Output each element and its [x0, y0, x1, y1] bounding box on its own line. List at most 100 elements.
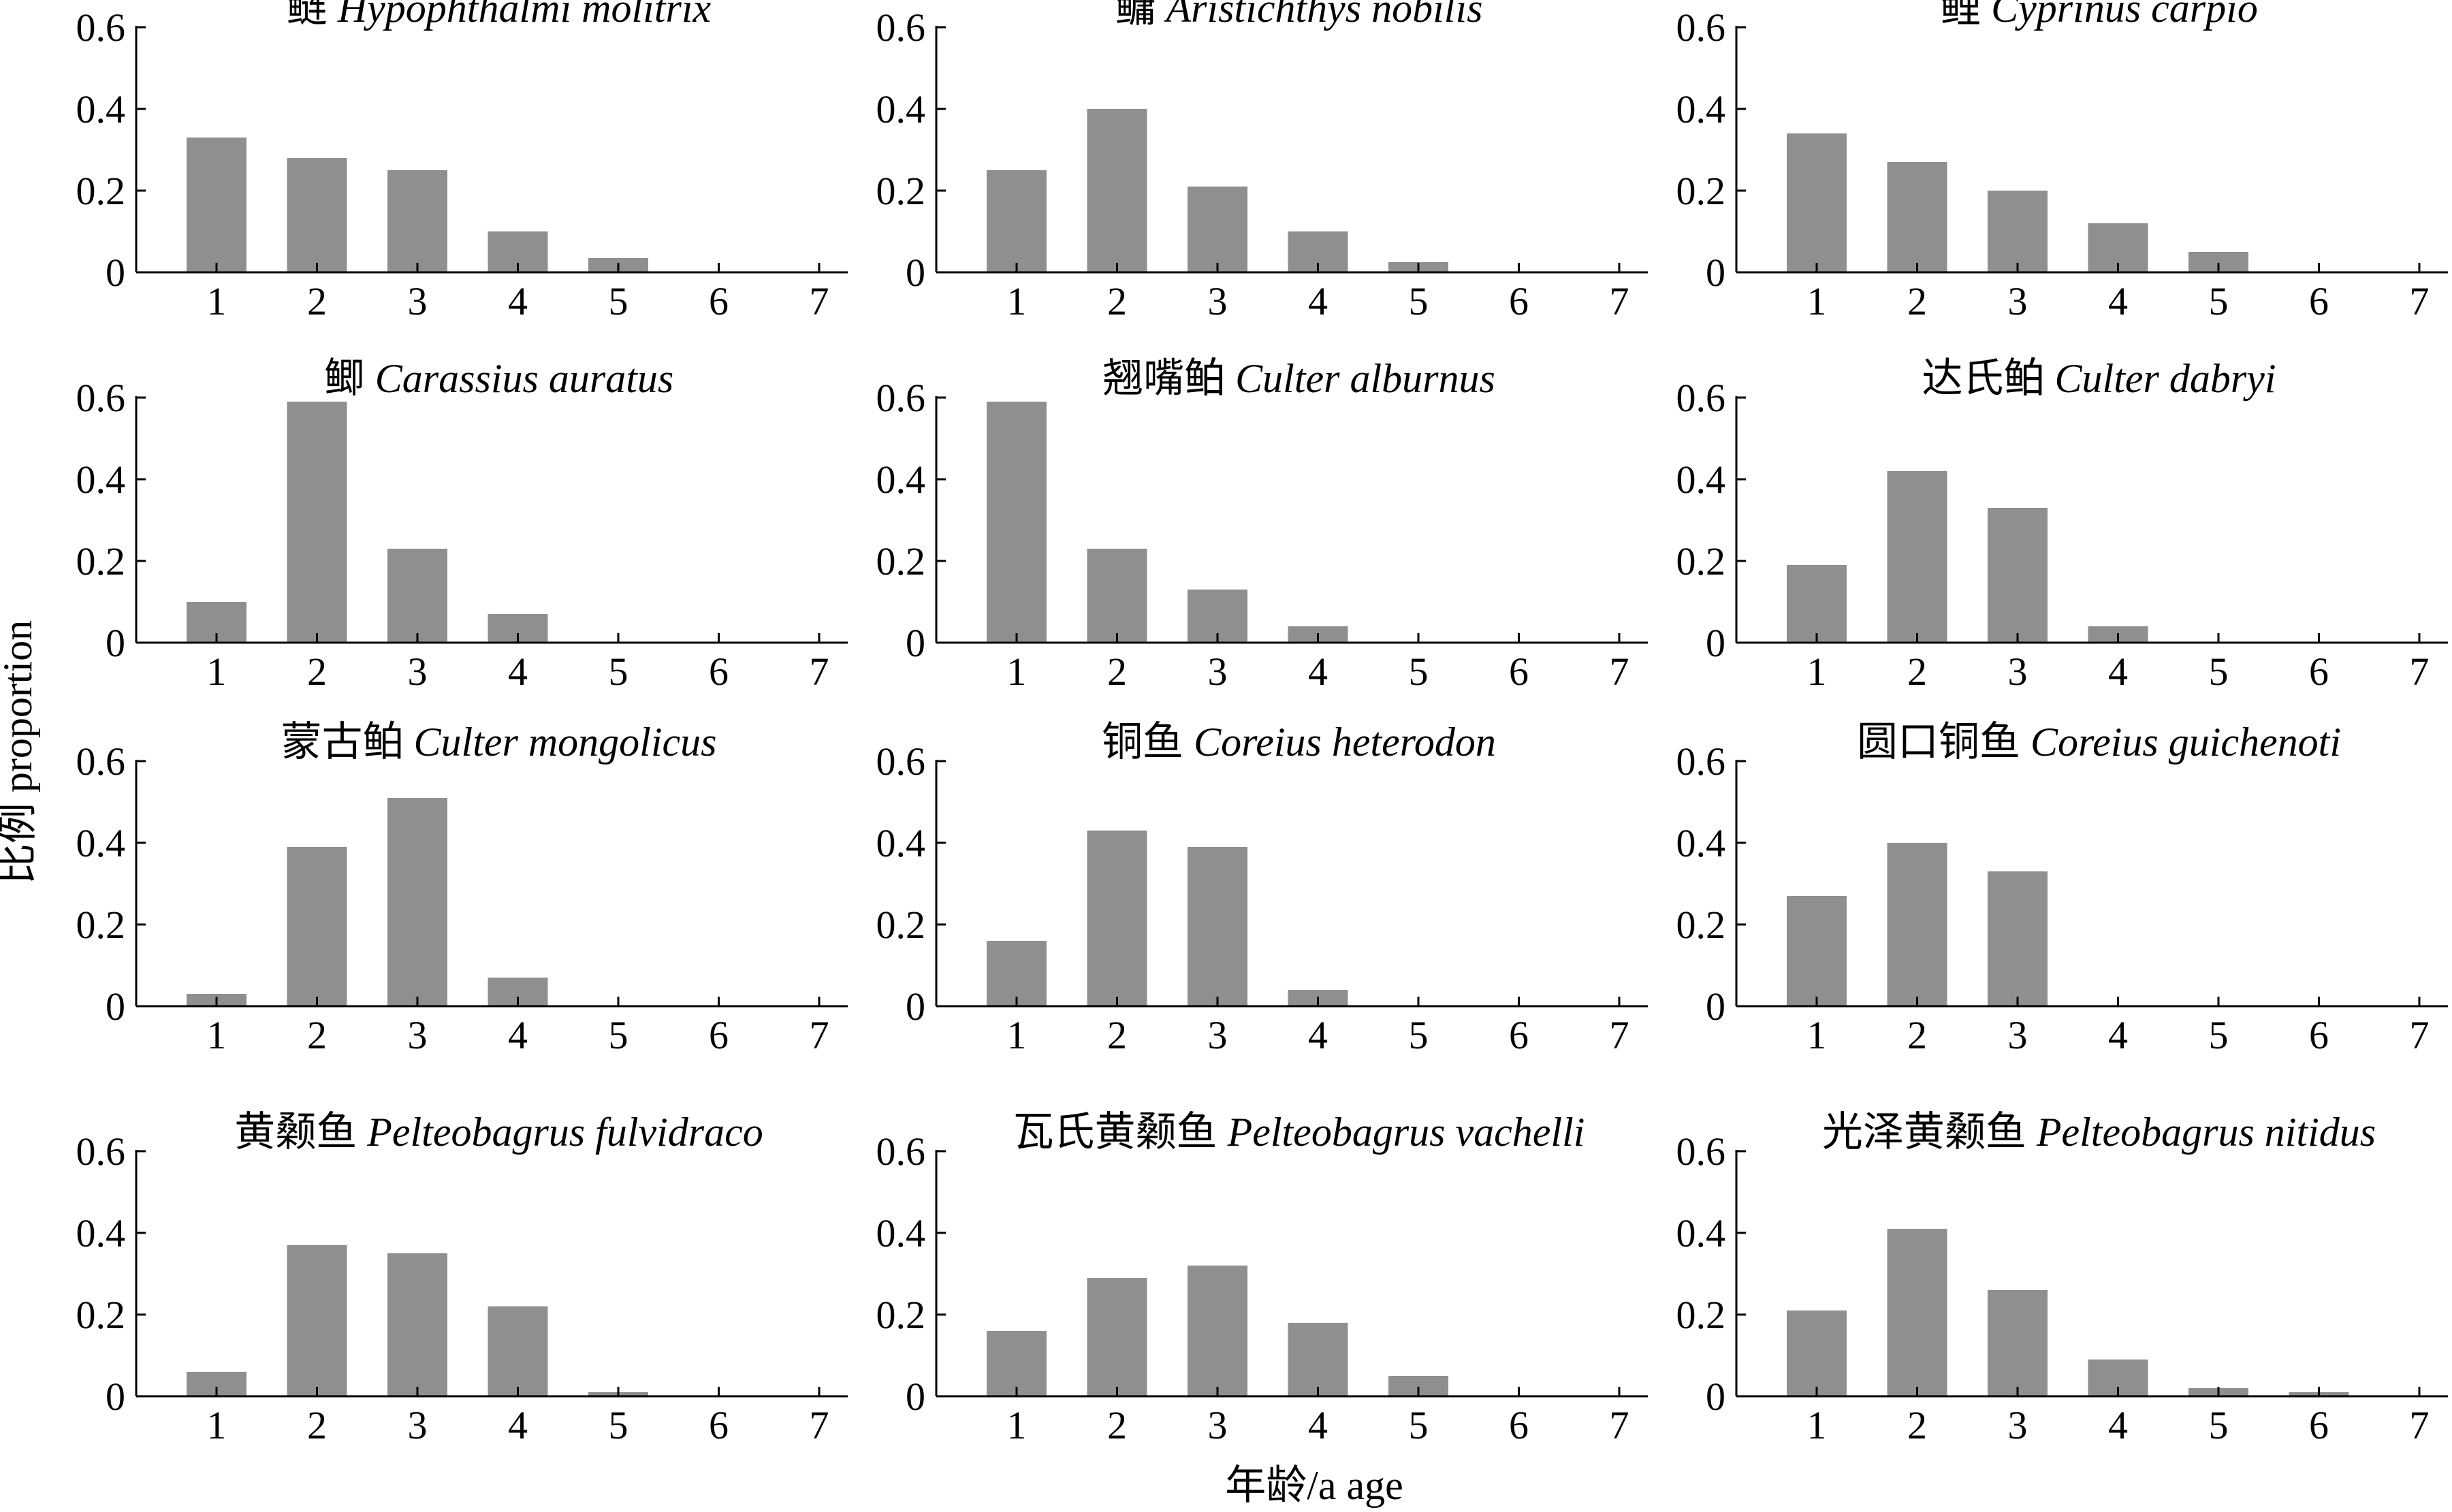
x-tick-label: 2 [1907, 1013, 1927, 1057]
panel-title-latin: Coreius heterodon [1194, 720, 1496, 765]
panel-title-latin: Coreius guichenoti [2031, 720, 2341, 765]
y-tick-label: 0.6 [1676, 376, 1726, 420]
bar-age-1 [1787, 1310, 1847, 1396]
panel-title: 翘嘴鲌 Culter alburnus [1102, 356, 1495, 401]
x-tick-label: 5 [2209, 1403, 2229, 1447]
panel-title-cn: 达氏鲌 [1922, 356, 2055, 401]
y-tick-label: 0.2 [876, 1293, 926, 1337]
x-tick-label: 4 [1308, 1403, 1328, 1447]
y-tick-label: 0 [1706, 251, 1725, 295]
panel-title-latin: Carassius auratus [375, 356, 673, 401]
bar-age-3 [1988, 1290, 2048, 1396]
x-tick-label: 6 [709, 649, 729, 694]
x-tick-label: 4 [1308, 279, 1328, 323]
x-tick-label: 6 [2309, 1403, 2329, 1447]
x-tick-label: 1 [207, 1013, 227, 1057]
x-tick-label: 2 [1107, 1013, 1127, 1057]
y-tick-label: 0.2 [876, 903, 926, 947]
x-tick-label: 3 [2008, 649, 2028, 694]
y-tick-label: 0.2 [76, 1293, 126, 1337]
panel-title: 鲤 Cyprinus carpio [1940, 0, 2258, 31]
x-tick-label: 7 [2410, 279, 2430, 323]
bar-age-1 [1787, 565, 1847, 643]
x-tick-label: 1 [1007, 649, 1027, 694]
x-tick-label: 3 [408, 279, 428, 323]
panel-title: 黄颡鱼 Pelteobagrus fulvidraco [234, 1110, 763, 1155]
x-tick-label: 6 [709, 279, 729, 323]
y-tick-label: 0 [106, 984, 125, 1029]
panel-title-latin: Pelteobagrus nitidus [2036, 1110, 2376, 1155]
chart-panel-9: 圆口铜鱼 Coreius guichenoti 0 0.2 0.4 0.6 1 2 3 4 5 6 7 [1676, 720, 2448, 1057]
panel-title-latin: Culter alburnus [1235, 356, 1495, 401]
x-tick-label: 6 [2309, 279, 2329, 323]
x-tick-label: 3 [408, 1403, 428, 1447]
x-tick-label: 1 [1807, 649, 1827, 694]
y-tick-label: 0.4 [1676, 1211, 1726, 1255]
panel-title-cn: 光泽黄颡鱼 [1822, 1110, 2037, 1155]
bar-age-1 [987, 1331, 1047, 1396]
x-tick-label: 7 [1610, 279, 1629, 323]
panel-title-cn: 鳙 [1115, 0, 1166, 31]
panel-title: 蒙古鲌 Culter mongolicus [281, 720, 717, 765]
panel-title: 光泽黄颡鱼 Pelteobagrus nitidus [1822, 1110, 2376, 1155]
y-tick-label: 0.4 [876, 1211, 926, 1255]
y-tick-label: 0.4 [76, 87, 126, 131]
bar-age-2 [1887, 162, 1947, 272]
x-tick-label: 6 [1509, 1403, 1529, 1447]
x-tick-label: 3 [2008, 279, 2028, 323]
panel-title-latin: Pelteobagrus vachelli [1227, 1110, 1585, 1155]
panel-title: 圆口铜鱼 Coreius guichenoti [1857, 720, 2341, 765]
panel-title: 铜鱼 Coreius heterodon [1102, 720, 1496, 765]
x-tick-label: 6 [709, 1403, 729, 1447]
y-tick-label: 0.6 [1676, 739, 1726, 784]
x-tick-label: 5 [1409, 279, 1429, 323]
x-tick-label: 4 [2108, 649, 2128, 694]
x-tick-label: 1 [1807, 279, 1827, 323]
chart-panel-12: 光泽黄颡鱼 Pelteobagrus nitidus 0 0.2 0.4 0.6 1 2 3 4… [1676, 1110, 2448, 1447]
x-tick-label: 3 [1208, 279, 1228, 323]
bar-age-3 [387, 549, 447, 643]
x-tick-label: 7 [810, 1013, 829, 1057]
x-tick-label: 7 [1610, 1403, 1629, 1447]
panel-title-cn: 鲢 [287, 0, 338, 31]
x-tick-label: 2 [1907, 649, 1927, 694]
panel-grid: 鲢 Hypophthalmi molitrix 0 0.2 0.4 0.6 1 2 3 4 5 6 7… [76, 0, 2448, 1447]
x-tick-label: 5 [2209, 649, 2229, 694]
bar-age-3 [1988, 191, 2048, 272]
y-tick-label: 0.2 [876, 539, 926, 583]
x-tick-label: 4 [508, 1013, 528, 1057]
y-tick-label: 0.6 [876, 1129, 926, 1174]
x-tick-label: 4 [2108, 1403, 2128, 1447]
bar-age-3 [387, 170, 447, 272]
x-tick-label: 7 [810, 279, 829, 323]
x-tick-label: 6 [2309, 649, 2329, 694]
bar-age-2 [1887, 1229, 1947, 1396]
x-tick-label: 5 [609, 279, 628, 323]
panel-title-latin: Pelteobagrus fulvidraco [366, 1110, 763, 1155]
x-tick-label: 3 [408, 649, 428, 694]
bar-age-2 [1887, 843, 1947, 1006]
x-tick-label: 4 [508, 649, 528, 694]
x-tick-label: 1 [1007, 1403, 1027, 1447]
x-tick-label: 5 [1409, 1013, 1429, 1057]
y-tick-label: 0.4 [76, 821, 126, 865]
x-tick-label: 3 [1208, 649, 1228, 694]
y-tick-label: 0 [1706, 621, 1725, 665]
y-tick-label: 0.6 [1676, 1129, 1726, 1174]
x-tick-label: 2 [307, 279, 327, 323]
bar-age-2 [287, 1245, 347, 1396]
chart-panel-11: 瓦氏黄颡鱼 Pelteobagrus vachelli 0 0.2 0.4 0.6 1 2 3… [876, 1110, 1648, 1447]
y-tick-label: 0.6 [76, 376, 126, 420]
y-tick-label: 0.4 [1676, 821, 1726, 865]
y-tick-label: 0.6 [76, 1129, 126, 1174]
x-tick-label: 4 [2108, 279, 2128, 323]
x-tick-label: 1 [1807, 1013, 1827, 1057]
y-tick-label: 0 [106, 621, 125, 665]
x-tick-label: 3 [408, 1013, 428, 1057]
panel-title-cn: 鲤 [1940, 0, 1991, 31]
bar-age-2 [1087, 831, 1147, 1006]
y-tick-label: 0 [106, 1374, 125, 1419]
bar-age-2 [287, 158, 347, 272]
y-tick-label: 0.2 [76, 539, 126, 583]
y-tick-label: 0.2 [76, 169, 126, 213]
